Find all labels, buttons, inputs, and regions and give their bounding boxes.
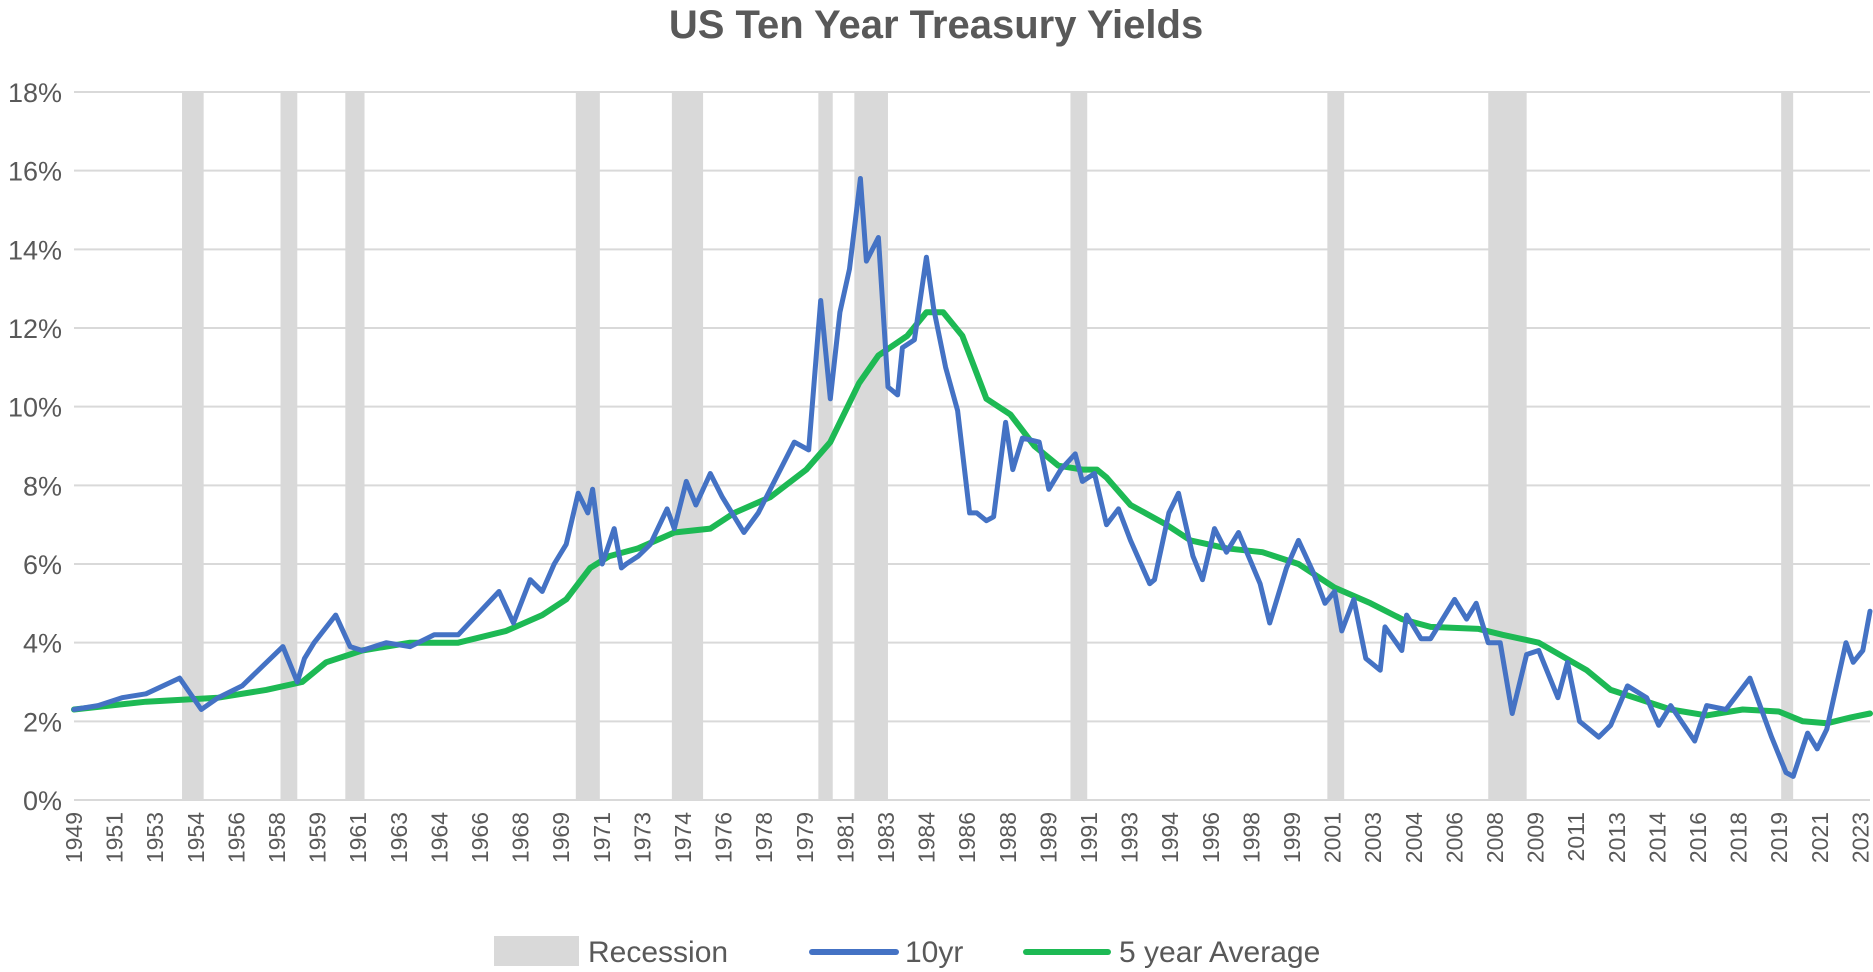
x-tick-label: 1998 (1238, 812, 1264, 863)
x-tick-label: 1959 (305, 812, 331, 863)
recession-band (345, 92, 365, 800)
x-tick-label: 1999 (1279, 812, 1305, 863)
x-tick-label: 1963 (386, 812, 412, 863)
x-tick-label: 1951 (102, 812, 128, 863)
x-tick-label: 1981 (832, 812, 858, 863)
y-tick-label: 2% (23, 707, 62, 737)
recession-band (671, 92, 704, 800)
recession-band (575, 92, 600, 800)
x-tick-label: 1991 (1076, 812, 1102, 863)
x-axis-labels: 1949 1951 1953 1954 1956 1958 1959 1961 1963 1964… (61, 812, 1873, 863)
recession-band (854, 92, 888, 800)
x-tick-label: 2006 (1441, 812, 1467, 863)
x-tick-label: 1974 (670, 812, 696, 863)
x-tick-label: 1969 (548, 812, 574, 863)
x-tick-label: 2018 (1726, 812, 1752, 863)
x-tick-label: 2001 (1320, 812, 1346, 863)
legend-recession-label: Recession (588, 936, 728, 969)
x-tick-label: 1994 (1157, 812, 1183, 863)
x-tick-label: 2019 (1766, 812, 1792, 863)
x-tick-label: 1988 (995, 812, 1021, 863)
x-tick-label: 2013 (1604, 812, 1630, 863)
x-tick-label: 2016 (1685, 812, 1711, 863)
y-tick-label: 14% (8, 235, 62, 265)
x-tick-label: 1986 (954, 812, 980, 863)
x-tick-label: 1958 (264, 812, 290, 863)
recession-bands (182, 92, 1794, 800)
series-line-5yr-average (71, 309, 1873, 727)
x-tick-label: 1989 (1035, 812, 1061, 863)
x-tick-label: 2021 (1807, 812, 1833, 863)
x-tick-label: 1968 (508, 812, 534, 863)
x-tick-label: 1976 (711, 812, 737, 863)
y-tick-label: 4% (23, 629, 62, 659)
x-tick-label: 1984 (914, 812, 940, 863)
x-tick-label: 1978 (751, 812, 777, 863)
y-tick-label: 16% (8, 157, 62, 187)
x-tick-label: 1961 (345, 812, 371, 863)
recession-band (280, 92, 298, 800)
legend-avg-label: 5 year Average (1119, 936, 1320, 969)
x-tick-label: 1953 (142, 812, 168, 863)
x-tick-label: 1979 (792, 812, 818, 863)
recession-band (1781, 92, 1794, 800)
x-tick-label: 1964 (426, 812, 452, 863)
series-line-10yr (71, 176, 1873, 779)
recession-band (1070, 92, 1088, 800)
y-tick-label: 12% (8, 314, 62, 344)
x-tick-label: 1983 (873, 812, 899, 863)
x-tick-label: 2004 (1401, 812, 1427, 863)
legend: Recession 10yr 5 year Average (494, 936, 1320, 969)
legend-recession-swatch (494, 936, 579, 966)
x-tick-label: 2008 (1482, 812, 1508, 863)
recession-band (182, 92, 204, 800)
y-tick-label: 0% (23, 786, 62, 816)
x-tick-label: 1996 (1198, 812, 1224, 863)
x-tick-label: 1949 (61, 812, 87, 863)
series-lines (71, 176, 1873, 779)
recession-band (1327, 92, 1345, 800)
x-tick-label: 2011 (1563, 812, 1589, 861)
x-tick-label: 2003 (1360, 812, 1386, 863)
x-tick-label: 2014 (1644, 812, 1670, 863)
x-tick-label: 1956 (223, 812, 249, 863)
x-tick-label: 2009 (1523, 812, 1549, 863)
y-tick-label: 6% (23, 550, 62, 580)
x-tick-label: 1966 (467, 812, 493, 863)
x-tick-label: 1954 (183, 812, 209, 863)
y-axis-labels: 0% 2% 4% 6% 8% 10% 12% 14% 16% 18% (8, 78, 62, 816)
y-tick-label: 8% (23, 471, 62, 501)
legend-10yr-label: 10yr (905, 936, 963, 969)
x-tick-label: 1993 (1117, 812, 1143, 863)
y-tick-label: 18% (8, 78, 62, 108)
x-tick-label: 1971 (589, 812, 615, 863)
gridlines (74, 91, 1870, 801)
x-tick-label: 1973 (629, 812, 655, 863)
y-tick-label: 10% (8, 393, 62, 423)
x-tick-label: 2023 (1847, 812, 1873, 863)
chart-title: US Ten Year Treasury Yields (669, 3, 1203, 47)
